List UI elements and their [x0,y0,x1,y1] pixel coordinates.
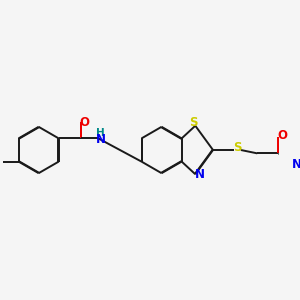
Text: H: H [96,128,105,138]
Text: O: O [278,129,288,142]
Text: S: S [189,116,197,129]
Text: O: O [79,116,89,129]
Text: N: N [292,158,300,171]
Text: S: S [233,141,242,154]
Text: N: N [95,133,106,146]
Text: N: N [195,168,206,181]
